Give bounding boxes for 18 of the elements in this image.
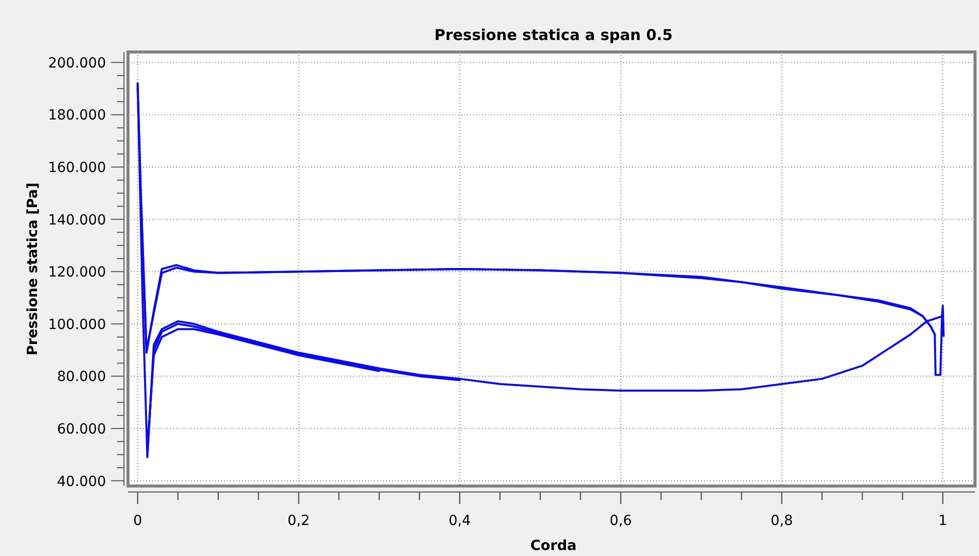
y-tick-label: 100.000 bbox=[48, 316, 106, 333]
y-tick-label: 120.000 bbox=[48, 264, 106, 281]
x-tick-label: 0,4 bbox=[448, 513, 471, 529]
x-tick-label: 1 bbox=[938, 513, 948, 529]
y-tick-label: 40.000 bbox=[57, 474, 106, 490]
y-tick-label: 160.000 bbox=[48, 160, 106, 176]
y-tick-label: 140.000 bbox=[48, 212, 106, 228]
chart-title: Pressione statica a span 0.5 bbox=[434, 26, 673, 44]
x-tick-label: 0,2 bbox=[288, 513, 310, 529]
y-tick-label: 80.000 bbox=[57, 369, 106, 386]
x-axis-title: Corda bbox=[530, 538, 577, 554]
x-tick-label: 0,8 bbox=[770, 513, 793, 529]
y-tick-label: 200.000 bbox=[48, 55, 106, 72]
y-axis-title: Pressione statica [Pa] bbox=[25, 182, 41, 356]
x-tick-label: 0 bbox=[133, 513, 142, 529]
x-tick-label: 0,6 bbox=[610, 513, 632, 529]
y-tick-label: 60.000 bbox=[57, 421, 106, 438]
y-tick-label: 180.000 bbox=[48, 108, 106, 124]
